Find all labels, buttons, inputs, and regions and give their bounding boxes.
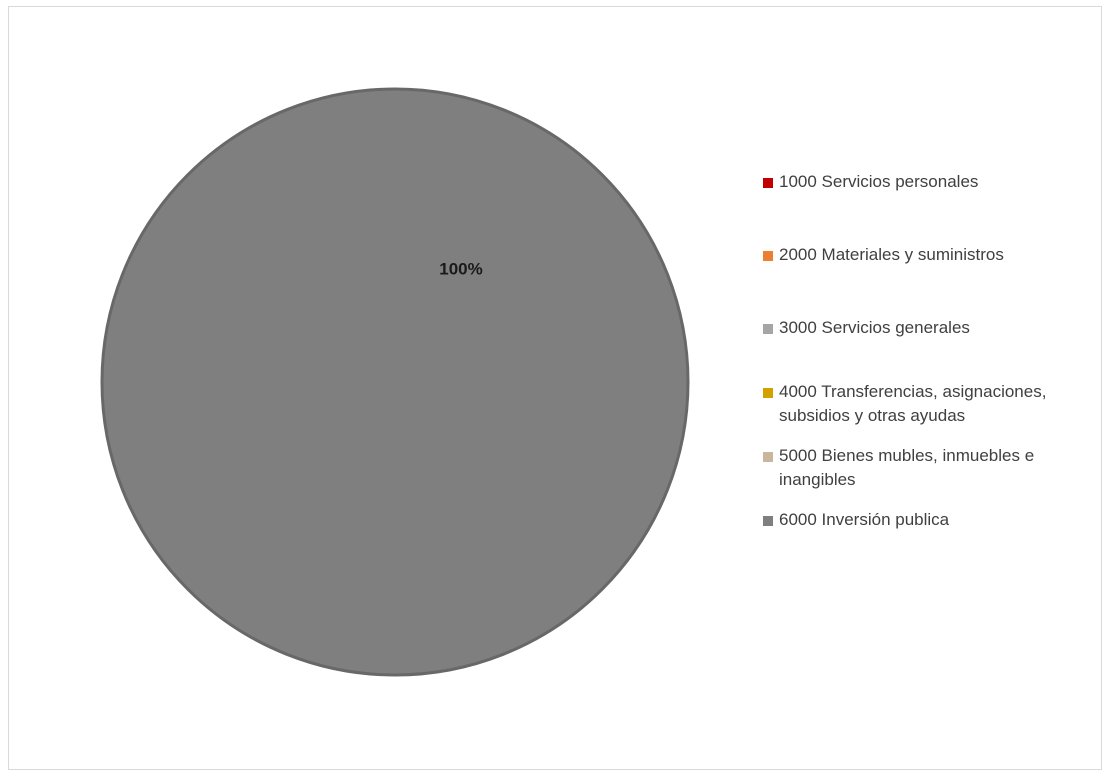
legend-swatch-5000 (763, 452, 773, 462)
legend-item-1000: 1000 Servicios personales (763, 170, 1098, 194)
pie-slice-6000 (100, 87, 690, 677)
legend-swatch-1000 (763, 178, 773, 188)
data-label-6000: 100% (439, 259, 482, 278)
legend-item-3000: 3000 Servicios generales (763, 316, 1098, 340)
chart-area: 100% 1000 Servicios personales 2000 Mate… (8, 6, 1102, 770)
legend-swatch-6000 (763, 516, 773, 526)
pie-chart: 100% (100, 87, 690, 677)
legend-item-4000: 4000 Transferencias, asignaciones, subsi… (763, 380, 1098, 428)
legend-swatch-4000 (763, 388, 773, 398)
legend-swatch-2000 (763, 251, 773, 261)
legend-label-2000: 2000 Materiales y suministros (779, 245, 1004, 264)
legend-label-1000: 1000 Servicios personales (779, 172, 979, 191)
legend-label-6000: 6000 Inversión publica (779, 510, 950, 529)
legend-item-2000: 2000 Materiales y suministros (763, 243, 1098, 267)
legend: 1000 Servicios personales 2000 Materiale… (763, 162, 1098, 532)
legend-item-5000: 5000 Bienes mubles, inmuebles e inangibl… (763, 444, 1098, 492)
legend-item-6000: 6000 Inversión publica (763, 508, 1098, 532)
legend-label-4000: 4000 Transferencias, asignaciones, subsi… (779, 382, 1047, 425)
legend-label-5000: 5000 Bienes mubles, inmuebles e inangibl… (779, 446, 1035, 489)
legend-swatch-3000 (763, 324, 773, 334)
legend-label-3000: 3000 Servicios generales (779, 318, 970, 337)
